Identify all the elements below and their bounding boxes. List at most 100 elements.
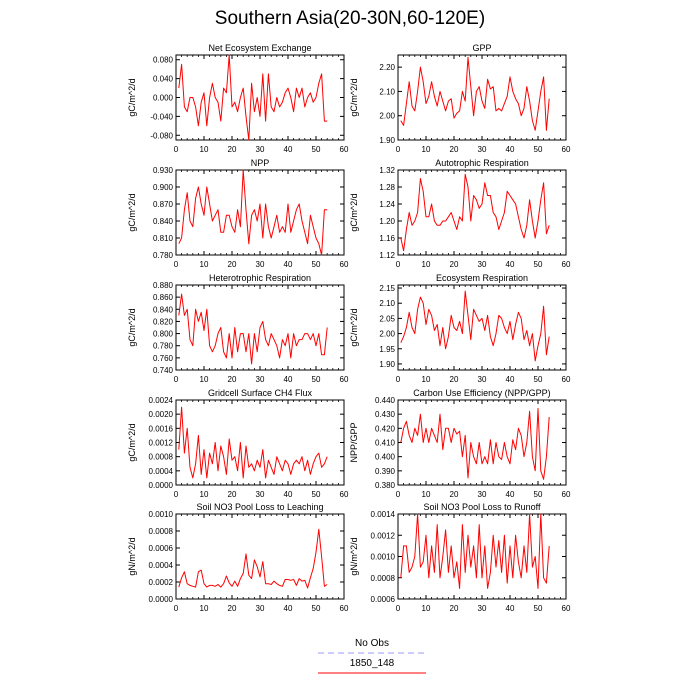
panel-2-ytick-label: 2.10 — [379, 87, 395, 96]
panel-1-xtick-label: 20 — [228, 145, 237, 154]
panel-1-frame — [175, 54, 345, 141]
panel-9-ytick-label: 0.0004 — [149, 561, 174, 570]
panel-4-xtick-label: 0 — [396, 260, 401, 269]
panel-3-ylabel: gC/m^2/d — [127, 193, 137, 231]
panel-8-xtick-label: 30 — [478, 490, 487, 499]
panel-2-xtick-label: 40 — [506, 145, 515, 154]
panel-8-ytick-label: 0.440 — [375, 396, 396, 405]
panel-3-xtick-label: 10 — [200, 260, 209, 269]
panel-2-ytick-label: 1.90 — [379, 136, 395, 145]
panel-1-ytick-label: -0.080 — [150, 131, 173, 140]
legend-label-no-obs: No Obs — [355, 638, 389, 649]
panel-3-title: NPP — [251, 158, 270, 168]
panel-6-ytick-label: 2.10 — [379, 299, 395, 308]
panel-5-series-line — [178, 293, 328, 365]
panel-8-series-line — [400, 408, 550, 480]
panel-3-ytick-label: 0.780 — [153, 251, 174, 260]
panel-6-ytick-label: 1.90 — [379, 360, 395, 369]
panel-10-ytick-label: 0.0012 — [371, 531, 396, 540]
panel-10-xtick-label: 30 — [478, 604, 487, 613]
panel-8-xtick-label: 40 — [506, 490, 515, 499]
panel-9-series-line — [178, 528, 328, 589]
panel-3-ytick-label: 0.900 — [153, 183, 174, 192]
panel-10-ytick-label: 0.0008 — [371, 574, 396, 583]
panel-8-ylabel: NPP/GPP — [349, 422, 359, 462]
panel-5-ytick-label: 0.800 — [153, 330, 174, 339]
panel-5-ytick-label: 0.820 — [153, 317, 174, 326]
panel-7-xtick-label: 50 — [312, 490, 321, 499]
panel-6-xtick-label: 50 — [534, 375, 543, 384]
legend-label-1850-148: 1850_148 — [350, 658, 395, 669]
panel-4-ytick-label: 1.28 — [379, 183, 395, 192]
panel-1-ytick-label: 0.080 — [153, 56, 174, 65]
panel-4-title: Autotrophic Respiration — [435, 158, 529, 168]
panel-8-xtick-label: 50 — [534, 490, 543, 499]
panel-10-ylabel: gN/m^2/d — [349, 537, 359, 575]
panel-5-xtick-label: 20 — [228, 375, 237, 384]
panel-4-ytick-label: 1.12 — [379, 251, 395, 260]
panel-1-xtick-label: 0 — [174, 145, 179, 154]
panel-3-frame — [175, 169, 345, 256]
panel-6-xtick-label: 10 — [422, 375, 431, 384]
panel-9-xtick-label: 60 — [340, 604, 349, 613]
panel-5-ytick-label: 0.840 — [153, 305, 174, 314]
panel-9-xtick-label: 20 — [228, 604, 237, 613]
panel-2-ytick-label: 2.00 — [379, 112, 395, 121]
panel-6-xtick-label: 20 — [450, 375, 459, 384]
panel-2-xtick-label: 50 — [534, 145, 543, 154]
panel-3-ytick-label: 0.870 — [153, 200, 174, 209]
panel-6-xtick-label: 30 — [478, 375, 487, 384]
panel-6-ytick-label: 2.00 — [379, 330, 395, 339]
panel-4-ytick-label: 1.24 — [379, 200, 395, 209]
panel-6-ytick-label: 2.15 — [379, 284, 395, 293]
panel-2-xtick-label: 30 — [478, 145, 487, 154]
panel-1-ylabel: gC/m^2/d — [127, 78, 137, 116]
panel-8-ytick-label: 0.400 — [375, 453, 396, 462]
panel-6-ylabel: gC/m^2/d — [349, 308, 359, 346]
panel-5-ytick-label: 0.880 — [153, 281, 174, 290]
panel-3-ytick-label: 0.810 — [153, 234, 174, 243]
panel-6-ytick-label: 2.05 — [379, 314, 395, 323]
panel-10-xtick-label: 20 — [450, 604, 459, 613]
panel-9-xtick-label: 0 — [174, 604, 179, 613]
panel-1-ytick-label: -0.040 — [150, 112, 173, 121]
panel-10-xtick-label: 50 — [534, 604, 543, 613]
panel-5-xtick-label: 60 — [340, 375, 349, 384]
panel-9-frame — [175, 513, 345, 600]
panel-6-xtick-label: 40 — [506, 375, 515, 384]
panel-4-xtick-label: 10 — [422, 260, 431, 269]
panel-7-ytick-label: 0.0004 — [149, 467, 174, 476]
panel-10-ytick-label: 0.0006 — [371, 595, 396, 604]
panel-8-xtick-label: 10 — [422, 490, 431, 499]
panel-10-xtick-label: 40 — [506, 604, 515, 613]
panel-7-ylabel: gC/m^2/d — [127, 423, 137, 461]
panel-4-xtick-label: 40 — [506, 260, 515, 269]
panel-1-xtick-label: 10 — [200, 145, 209, 154]
panel-3-series-line — [178, 169, 328, 256]
panel-7-ytick-label: 0.0016 — [149, 424, 174, 433]
panel-5-ylabel: gC/m^2/d — [127, 308, 137, 346]
panel-6-series-line — [400, 290, 550, 362]
panel-7-title: Gridcell Surface CH4 Flux — [208, 388, 313, 398]
panel-6-ytick-label: 1.95 — [379, 345, 395, 354]
panel-10-xtick-label: 60 — [562, 604, 571, 613]
panel-7-xtick-label: 40 — [284, 490, 293, 499]
panel-4-ytick-label: 1.16 — [379, 234, 395, 243]
panel-1-xtick-label: 50 — [312, 145, 321, 154]
panel-7-ytick-label: 0.0020 — [149, 410, 174, 419]
panel-1-ytick-label: 0.040 — [153, 75, 174, 84]
panel-4-ylabel: gC/m^2/d — [349, 193, 359, 231]
panel-8-xtick-label: 0 — [396, 490, 401, 499]
panel-4-frame — [397, 169, 567, 256]
panel-5-xtick-label: 30 — [256, 375, 265, 384]
panel-10-series-line — [400, 513, 550, 589]
panel-4-series-line — [400, 173, 550, 252]
panel-7-xtick-label: 30 — [256, 490, 265, 499]
panel-1-xtick-label: 30 — [256, 145, 265, 154]
panel-4-xtick-label: 60 — [562, 260, 571, 269]
panel-8-xtick-label: 20 — [450, 490, 459, 499]
panel-5-xtick-label: 0 — [174, 375, 179, 384]
panel-8-title: Carbon Use Efficiency (NPP/GPP) — [413, 388, 550, 398]
panel-1-series-line — [178, 54, 328, 141]
